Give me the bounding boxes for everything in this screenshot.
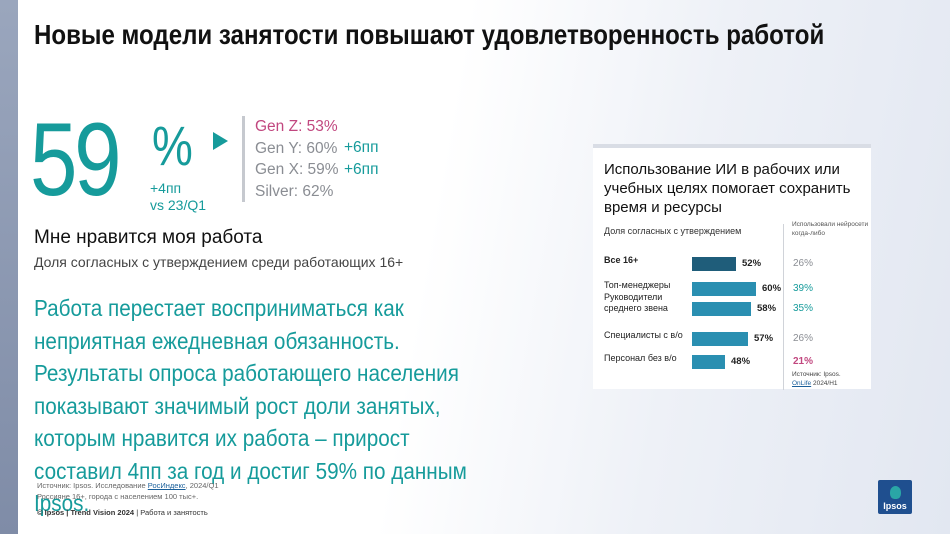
generation-delta: +6пп [344, 160, 379, 178]
chart-row: Персонал без в/о 48% 21% [593, 351, 871, 371]
kpi-delta-value: +4пп [150, 180, 182, 196]
chart-row: Специалисты с в/о 57% 26% [593, 328, 871, 348]
panel-source: Источник: Ipsos. OnLife 2024/H1 [792, 370, 870, 388]
chart-bar [692, 332, 748, 346]
panel-source-prefix: Источник: Ipsos. [792, 371, 841, 378]
chart-value-label: 52% [742, 258, 762, 269]
generation-delta: +6пп [344, 139, 379, 156]
chart-bar [692, 302, 751, 316]
triangle-arrow-icon [213, 132, 228, 150]
kpi-value: 59 [30, 102, 122, 218]
chart-secondary-value: 35% [793, 303, 814, 314]
panel-title: Использование ИИ в рабочих или учебных ц… [604, 161, 851, 216]
chart-category-label: Все 16+ [604, 255, 639, 265]
chart-bar [692, 355, 725, 369]
footer-brand: © Ipsos | Trend Vision 2024 [37, 508, 135, 517]
chart-secondary-value: 26% [793, 333, 814, 344]
chart-value-label: 60% [762, 283, 782, 294]
source-suffix: , 2024/Q1 [185, 481, 219, 490]
ai-usage-panel: Использование ИИ в рабочих или учебных ц… [593, 144, 871, 390]
chart-category-label: Руководители среднего звена [604, 292, 668, 313]
panel-source-link-onlife[interactable]: OnLife [792, 380, 812, 387]
panel-divider [783, 224, 784, 390]
footer: © Ipsos | Trend Vision 2024 | Работа и з… [37, 508, 208, 518]
generation-item: Gen Z: 53% [255, 118, 338, 135]
ipsos-logo: Ipsos [878, 480, 912, 514]
page-title: Новые модели занятости повышают удовлетв… [34, 19, 825, 50]
generation-item: Silver: 62% [255, 182, 334, 200]
left-accent-bar [0, 0, 18, 534]
source-link-rosindex[interactable]: РосИндекс [147, 481, 186, 490]
chart-category-label: Специалисты с в/о [604, 330, 683, 340]
generation-divider [242, 116, 245, 202]
chart-bar [692, 282, 756, 296]
chart-value-label: 48% [731, 356, 751, 367]
chart-secondary-value: 26% [793, 258, 814, 269]
generation-deltas: +6пп +6пп [344, 137, 378, 180]
footer-section: | Работа и занятость [134, 508, 208, 517]
kpi-compare: vs 23/Q1 [150, 197, 207, 213]
kpi-delta: +4пп vs 23/Q1 [150, 180, 206, 214]
chart-category-label: Топ-менеджеры [604, 280, 671, 290]
chart-secondary-value: 21% [793, 356, 814, 367]
chart-row: Все 16+ 52% 26% [593, 253, 871, 273]
kpi-subhead: Мне нравится моя работа [34, 227, 263, 248]
chart-row: Руководители среднего звена 58% 35% [593, 292, 871, 318]
kpi-subnote: Доля согласных с утверждением среди рабо… [34, 254, 404, 270]
source-note: Источник: Ipsos. Исследование РосИндекс,… [37, 481, 297, 502]
generation-item: Gen X: 59% [255, 161, 339, 178]
panel-subtitle: Доля согласных с утверждением [604, 226, 742, 236]
chart-category-label: Персонал без в/о [604, 353, 677, 363]
source-prefix: Источник: Ipsos. Исследование [37, 481, 148, 490]
chart-bar [692, 257, 736, 271]
body-text: Работа перестает восприниматься как непр… [34, 295, 467, 516]
chart-value-label: 58% [757, 303, 777, 314]
panel-source-suffix: 2024/H1 [811, 380, 838, 387]
chart-value-label: 57% [754, 333, 774, 344]
logo-mark-icon [890, 486, 901, 499]
generation-item: Gen Y: 60% [255, 139, 338, 157]
chart-row: Топ-менеджеры 60% 39% [593, 278, 871, 298]
chart-secondary-value: 39% [793, 283, 814, 294]
generation-list: Gen Z: 53% Gen Y: 60% Gen X: 59% Silver:… [255, 116, 339, 202]
kpi-unit: % [152, 114, 193, 177]
source-sample: Россияне 16+, города с населением 100 ты… [37, 491, 199, 501]
panel-column-head: Использовали нейросети когда-либо [792, 221, 869, 237]
